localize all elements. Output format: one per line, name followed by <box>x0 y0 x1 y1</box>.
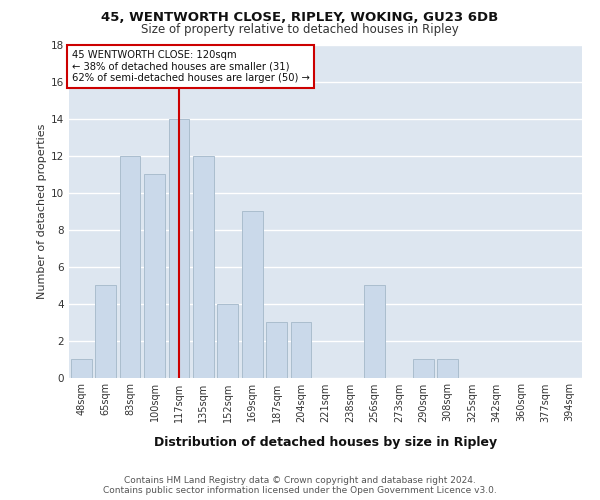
Bar <box>95 285 116 378</box>
Bar <box>364 285 385 378</box>
Text: Size of property relative to detached houses in Ripley: Size of property relative to detached ho… <box>141 22 459 36</box>
Bar <box>413 359 434 378</box>
Bar <box>242 211 263 378</box>
Bar <box>437 359 458 378</box>
Bar <box>290 322 311 378</box>
Bar <box>266 322 287 378</box>
Bar <box>71 359 92 378</box>
Y-axis label: Number of detached properties: Number of detached properties <box>37 124 47 299</box>
Bar <box>169 119 190 378</box>
Text: 45, WENTWORTH CLOSE, RIPLEY, WOKING, GU23 6DB: 45, WENTWORTH CLOSE, RIPLEY, WOKING, GU2… <box>101 11 499 24</box>
Text: Contains HM Land Registry data © Crown copyright and database right 2024.
Contai: Contains HM Land Registry data © Crown c… <box>103 476 497 495</box>
Bar <box>119 156 140 378</box>
Bar <box>144 174 165 378</box>
Text: 45 WENTWORTH CLOSE: 120sqm
← 38% of detached houses are smaller (31)
62% of semi: 45 WENTWORTH CLOSE: 120sqm ← 38% of deta… <box>71 50 310 83</box>
Bar <box>217 304 238 378</box>
Bar <box>193 156 214 378</box>
X-axis label: Distribution of detached houses by size in Ripley: Distribution of detached houses by size … <box>154 436 497 448</box>
